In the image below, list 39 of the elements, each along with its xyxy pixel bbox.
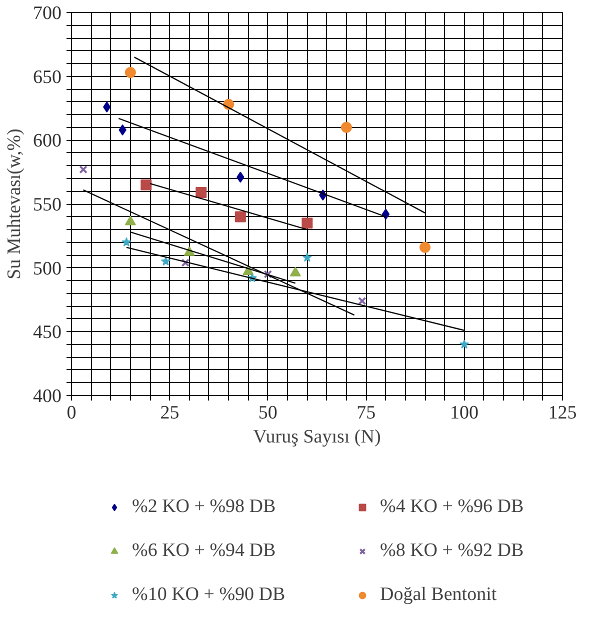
x-tick-label: 75 bbox=[356, 402, 376, 424]
point bbox=[302, 252, 312, 262]
legend-label: %8 KO + %92 DB bbox=[380, 540, 525, 562]
point bbox=[124, 216, 136, 226]
point bbox=[302, 218, 313, 229]
x-tick-label: 125 bbox=[548, 402, 577, 424]
y-tick-label: 550 bbox=[33, 194, 62, 216]
legend-label: Doğal Bentonit bbox=[380, 584, 498, 606]
legend-label: %6 KO + %94 DB bbox=[132, 540, 277, 562]
legend-label: %10 KO + %90 DB bbox=[132, 584, 286, 606]
x-tick-label: 25 bbox=[160, 402, 180, 424]
point bbox=[196, 187, 207, 198]
point bbox=[124, 67, 136, 78]
x-tick-label: 0 bbox=[66, 402, 76, 424]
point bbox=[181, 258, 190, 267]
point bbox=[122, 237, 132, 246]
point bbox=[160, 256, 171, 266]
point bbox=[460, 339, 470, 349]
legend-label: %4 KO + %96 DB bbox=[380, 496, 525, 518]
y-tick-label: 700 bbox=[33, 3, 62, 24]
point bbox=[140, 179, 152, 190]
point bbox=[264, 270, 272, 278]
y-tick-label: 600 bbox=[33, 130, 62, 152]
point bbox=[382, 208, 390, 220]
point bbox=[420, 242, 431, 253]
x-tick-label: 100 bbox=[450, 402, 479, 424]
y-tick-label: 650 bbox=[33, 66, 62, 88]
x-axis-title: Vuruş Sayısı (N) bbox=[253, 426, 381, 448]
point bbox=[358, 296, 366, 306]
point bbox=[234, 211, 246, 222]
x-tick-label: 50 bbox=[258, 402, 278, 424]
point bbox=[290, 266, 301, 276]
point bbox=[340, 122, 352, 133]
y-axis-title: Su Muhtevası(w,%) bbox=[4, 128, 25, 280]
legend-label: %2 KO + %98 DB bbox=[132, 496, 277, 518]
point bbox=[79, 165, 88, 174]
y-tick-label: 500 bbox=[33, 258, 62, 280]
y-tick-label: 450 bbox=[33, 322, 62, 344]
y-tick-label: 400 bbox=[33, 386, 62, 407]
